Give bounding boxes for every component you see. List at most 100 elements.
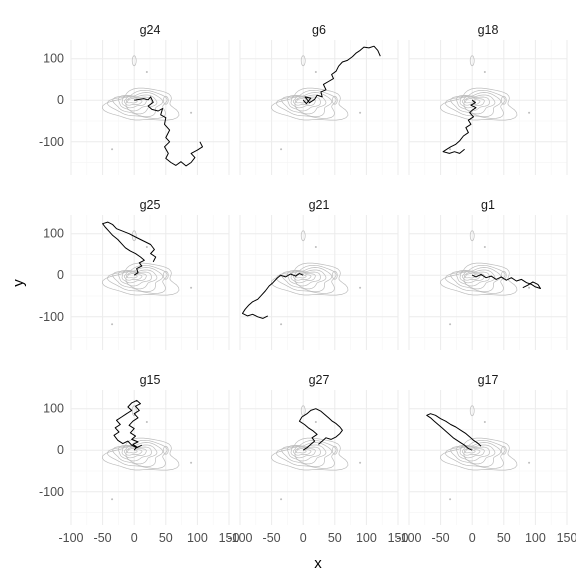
contour-line xyxy=(101,87,180,121)
contour-line xyxy=(292,445,316,459)
panel-title: g17 xyxy=(478,373,499,387)
contour-line xyxy=(117,94,158,115)
panel-title: g25 xyxy=(140,198,161,212)
contour-line xyxy=(121,270,152,287)
outlier-point xyxy=(449,148,452,151)
contour-line xyxy=(162,270,169,280)
contour-line xyxy=(123,270,147,284)
x-tick-label: -100 xyxy=(227,531,252,545)
outlier-point xyxy=(280,498,283,501)
outlier-point xyxy=(314,420,317,423)
y-tick-label: 0 xyxy=(57,268,64,282)
contour-line xyxy=(123,445,147,459)
contour-line xyxy=(464,98,476,104)
outlier-point xyxy=(528,111,531,114)
y-tick-label: 100 xyxy=(43,52,64,66)
contour-line xyxy=(445,439,506,469)
facet-panel-g6: g6 xyxy=(239,23,399,175)
outlier-point xyxy=(528,286,531,289)
series-path-g18 xyxy=(442,99,477,154)
facet-panel-g15: g15 xyxy=(70,373,230,525)
y-tick-label: -100 xyxy=(39,485,64,499)
contour-line xyxy=(294,96,312,106)
contour-line xyxy=(455,269,496,290)
x-tick-label: -50 xyxy=(432,531,450,545)
contour-line xyxy=(445,264,506,294)
x-tick-label: -50 xyxy=(94,531,112,545)
contour-line xyxy=(290,445,321,462)
panels: g24 g6 g18 g25 g21 g1 g15 g27 g17 xyxy=(70,23,568,525)
contour-line xyxy=(500,445,507,455)
series-path-g24 xyxy=(134,96,203,167)
density-contours xyxy=(270,230,362,326)
outlier-point xyxy=(449,323,452,326)
contour-line xyxy=(463,271,481,281)
contour-line xyxy=(131,55,137,67)
outlier-point xyxy=(359,286,362,289)
series-path-g1 xyxy=(471,273,541,289)
x-tick-label: 50 xyxy=(159,531,173,545)
outlier-point xyxy=(483,70,486,73)
x-tick-label: 0 xyxy=(300,531,307,545)
contour-line xyxy=(162,445,169,455)
contour-line xyxy=(276,89,337,119)
contour-line xyxy=(121,445,152,462)
outlier-point xyxy=(449,498,452,501)
contour-line xyxy=(290,95,321,112)
contour-line xyxy=(126,273,138,279)
contour-line xyxy=(281,442,333,468)
contour-line xyxy=(295,448,307,454)
contour-line xyxy=(112,442,164,468)
contour-line xyxy=(107,89,168,119)
series-path-g21 xyxy=(242,273,304,319)
contour-line xyxy=(270,262,349,296)
contour-line xyxy=(464,273,476,279)
facet-panel-g21: g21 xyxy=(239,198,399,350)
contour-line xyxy=(281,267,333,293)
x-tick-label: 50 xyxy=(497,531,511,545)
x-tick-label: 150 xyxy=(388,531,409,545)
contour-line xyxy=(126,98,138,104)
y-tick-label: 0 xyxy=(57,93,64,107)
contour-line xyxy=(292,270,316,284)
contour-line xyxy=(107,439,168,469)
facet-panel-g24: g24 xyxy=(70,23,230,175)
contour-line xyxy=(461,270,485,284)
x-tick-label: 50 xyxy=(328,531,342,545)
panel-title: g6 xyxy=(312,23,326,37)
contour-line xyxy=(101,262,180,296)
outlier-point xyxy=(111,498,114,501)
density-contours xyxy=(270,405,362,501)
y-tick-label: 100 xyxy=(43,227,64,241)
outlier-point xyxy=(280,323,283,326)
outlier-point xyxy=(359,461,362,464)
outlier-point xyxy=(280,148,283,151)
series-path-g15 xyxy=(113,399,143,451)
contour-line xyxy=(270,437,349,471)
panel-title: g18 xyxy=(478,23,499,37)
panel-title: g24 xyxy=(140,23,161,37)
contour-line xyxy=(117,269,158,290)
contour-line xyxy=(500,95,507,105)
contour-line xyxy=(290,270,321,287)
x-tick-label: -100 xyxy=(58,531,83,545)
x-axis-title: x xyxy=(314,555,322,572)
outlier-point xyxy=(145,420,148,423)
facet-panel-g17: g17 xyxy=(408,373,568,525)
contour-line xyxy=(295,273,307,279)
facet-panel-g25: g25 xyxy=(70,198,230,350)
outlier-point xyxy=(483,245,486,248)
contour-line xyxy=(450,92,502,118)
panel-title: g27 xyxy=(309,373,330,387)
contour-line xyxy=(295,98,307,104)
panel-title: g15 xyxy=(140,373,161,387)
contour-line xyxy=(270,87,349,121)
contour-line xyxy=(300,55,306,67)
outlier-point xyxy=(111,148,114,151)
contour-line xyxy=(300,230,306,242)
outlier-point xyxy=(145,245,148,248)
contour-line xyxy=(131,405,137,417)
panel-title: g21 xyxy=(309,198,330,212)
contour-line xyxy=(464,448,476,454)
outlier-point xyxy=(111,323,114,326)
